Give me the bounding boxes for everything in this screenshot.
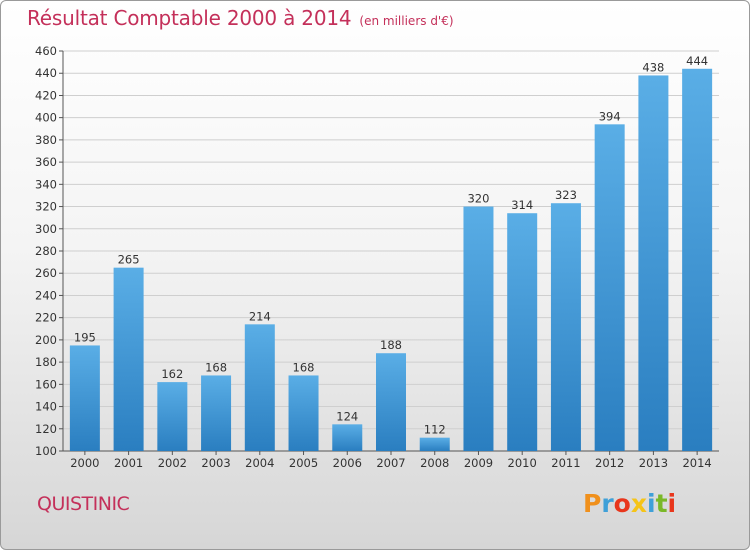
logo-letter: t — [655, 489, 668, 518]
bar-value-label: 314 — [511, 198, 533, 212]
y-tick-label: 200 — [35, 333, 57, 347]
y-tick-label: 220 — [35, 311, 57, 325]
x-tick-label: 2012 — [595, 456, 624, 470]
chart-title: Résultat Comptable 2000 à 2014 — [27, 6, 352, 30]
x-tick-label: 2002 — [158, 456, 187, 470]
bar — [550, 203, 581, 451]
bar-value-label: 195 — [74, 330, 96, 344]
bar-value-label: 162 — [161, 367, 183, 381]
y-tick-label: 140 — [35, 400, 57, 414]
x-tick-label: 2006 — [333, 456, 362, 470]
x-tick-label: 2013 — [639, 456, 668, 470]
bar — [594, 124, 625, 451]
bar-value-label: 188 — [380, 338, 402, 352]
y-tick-label: 400 — [35, 111, 57, 125]
y-tick-label: 380 — [35, 133, 57, 147]
bar — [376, 353, 406, 451]
x-tick-label: 2008 — [420, 456, 449, 470]
y-tick-label: 280 — [35, 244, 57, 258]
y-tick-label: 360 — [35, 155, 57, 169]
x-tick-label: 2011 — [551, 456, 580, 470]
logo-letter: r — [601, 489, 614, 518]
logo-letter: i — [647, 489, 656, 518]
y-tick-label: 120 — [35, 422, 57, 436]
bar-value-label: 394 — [599, 109, 621, 123]
bar-value-label: 265 — [118, 253, 140, 267]
bar — [419, 437, 450, 451]
bar — [201, 375, 232, 451]
bar-value-label: 124 — [336, 409, 358, 423]
bar — [682, 68, 713, 452]
chart-title-block: Résultat Comptable 2000 à 2014 (en millie… — [27, 6, 454, 30]
bar — [244, 324, 275, 451]
y-tick-label: 440 — [35, 66, 57, 80]
bar — [463, 206, 494, 451]
y-tick-label: 340 — [35, 177, 57, 191]
x-tick-label: 2000 — [70, 456, 99, 470]
logo-letter: x — [630, 489, 647, 518]
bar — [638, 75, 669, 451]
y-tick-label: 320 — [35, 200, 57, 214]
x-tick-label: 2001 — [114, 456, 143, 470]
bar — [69, 345, 100, 451]
y-tick-label: 240 — [35, 288, 57, 302]
y-tick-label: 300 — [35, 222, 57, 236]
commune-name: QUISTINIC — [37, 493, 130, 515]
chart-subtitle: (en milliers d'€) — [359, 14, 454, 28]
x-tick-label: 2009 — [464, 456, 493, 470]
bar — [332, 424, 363, 451]
bar-value-label: 444 — [686, 54, 708, 68]
y-tick-label: 260 — [35, 266, 57, 280]
y-tick-label: 100 — [35, 444, 57, 458]
x-tick-label: 2014 — [682, 456, 711, 470]
x-tick-label: 2007 — [376, 456, 405, 470]
bar-value-label: 214 — [249, 309, 271, 323]
bar-value-label: 323 — [555, 188, 577, 202]
y-tick-label: 160 — [35, 377, 57, 391]
bar — [113, 267, 144, 451]
bar-value-label: 320 — [467, 192, 489, 206]
bar — [288, 375, 319, 451]
x-tick-label: 2005 — [289, 456, 318, 470]
proxiti-logo: Proxiti — [583, 489, 676, 518]
labels: 100 120 140 160 180 200 220 240 260 280 300 320 340 3… — [35, 44, 712, 470]
x-tick-label: 2010 — [508, 456, 537, 470]
y-tick-label: 180 — [35, 355, 57, 369]
y-tick-label: 420 — [35, 88, 57, 102]
y-tick-label: 460 — [35, 44, 57, 58]
bar-value-label: 168 — [205, 360, 227, 374]
bar — [507, 213, 538, 451]
logo-letter: o — [613, 489, 631, 518]
logo-letter: i — [667, 489, 677, 518]
logo-letter: P — [583, 489, 602, 518]
bar — [157, 382, 188, 451]
bar-value-label: 168 — [293, 360, 315, 374]
bar-value-label: 112 — [424, 423, 446, 437]
x-tick-label: 2004 — [245, 456, 274, 470]
x-tick-label: 2003 — [201, 456, 230, 470]
bars — [69, 68, 713, 452]
bar-value-label: 438 — [642, 60, 664, 74]
